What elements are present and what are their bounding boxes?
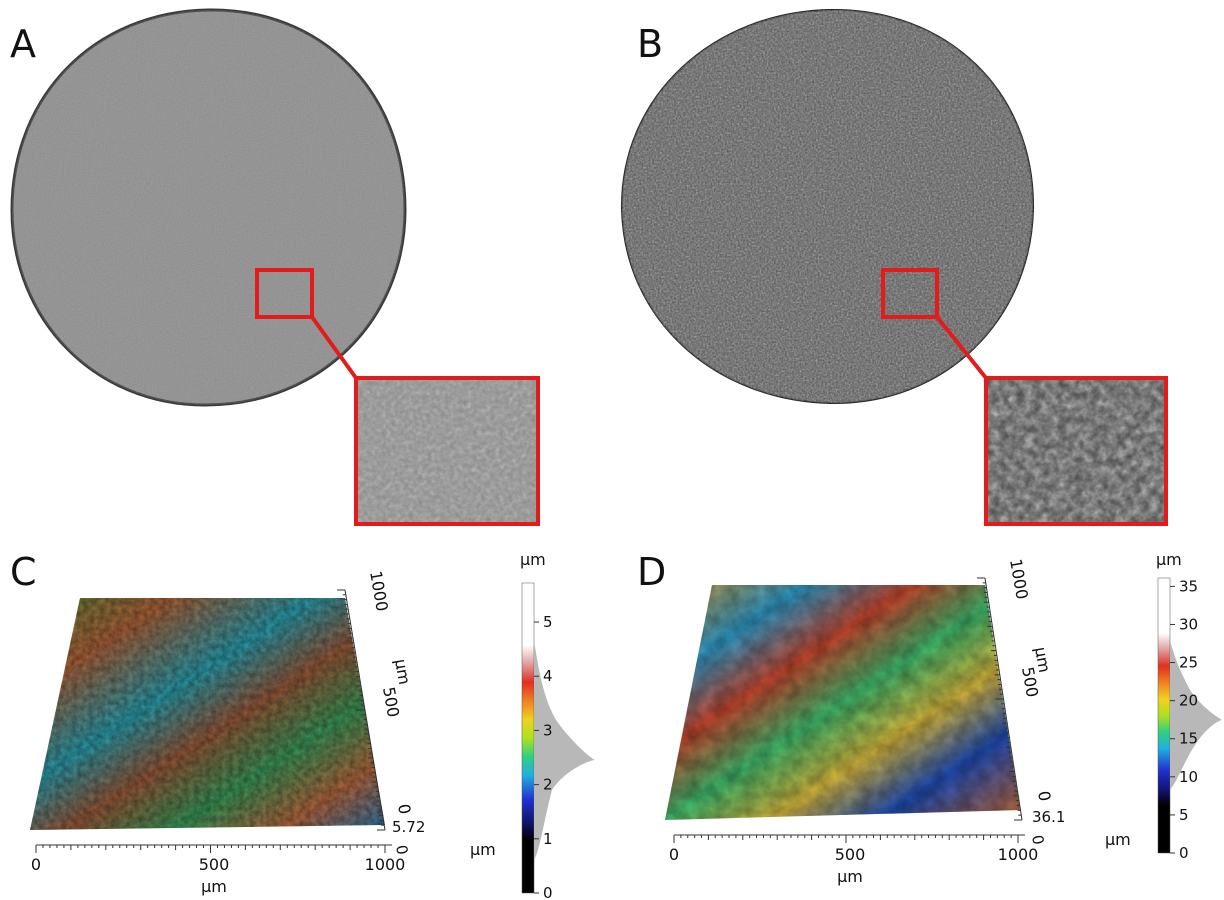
y-axis-d (977, 577, 1023, 821)
y-tick-c-0: 0 (394, 802, 414, 815)
x-axis-d (673, 834, 1025, 843)
colorbar-tick-label: 10 (1179, 768, 1198, 786)
panel-label-c: C (10, 550, 37, 594)
colorbar-tick-label: 30 (1179, 615, 1198, 633)
z-max-c: 5.72 (392, 818, 425, 836)
panel-label-d: D (637, 550, 667, 594)
colorbar-tick-label: 3 (543, 721, 553, 739)
surface-plot-c (30, 598, 385, 830)
x-axis-c (35, 844, 392, 853)
colorbar-tick-label: 2 (543, 776, 553, 794)
zoom-inset-b (984, 376, 1168, 526)
histogram-c (534, 640, 595, 860)
x-tick-d-0: 0 (669, 845, 679, 864)
x-tick-d-1000: 1000 (998, 845, 1039, 864)
panel-label-b: B (637, 22, 664, 66)
x-axis-unit-c: µm (201, 877, 227, 896)
zoom-inset-a (354, 376, 540, 526)
colorbar-tick-label: 5 (1179, 806, 1189, 824)
x-tick-c-1000: 1000 (365, 855, 406, 874)
x-tick-d-500: 500 (835, 845, 866, 864)
colorbar-tick-label: 20 (1179, 692, 1198, 710)
colorbar-side-unit-c: µm (470, 840, 496, 859)
colorbar-tick-label: 15 (1179, 730, 1198, 748)
z-zero-c: 0 (392, 844, 411, 857)
y-axis-unit-d: µm (1031, 645, 1054, 674)
x-axis-unit-d: µm (837, 867, 863, 886)
colorbar-tick-label: 0 (543, 884, 553, 900)
colorbar-tick-label: 35 (1179, 577, 1198, 595)
y-axis-c (337, 589, 386, 831)
disc-b (620, 8, 1035, 405)
colorbar-d: 0 5 10 15 20 25 30 35 (1157, 577, 1222, 862)
z-max-d: 36.1 (1032, 808, 1065, 826)
connector-line-b (935, 315, 988, 380)
colorbar-tick-label: 4 (543, 667, 553, 685)
y-tick-d-0: 0 (1034, 789, 1054, 802)
disc-a (10, 8, 407, 407)
colorbar-unit-c: µm (520, 550, 546, 569)
x-tick-c-0: 0 (31, 855, 41, 874)
selection-box-b (881, 268, 939, 319)
connector-line-a (310, 315, 358, 380)
x-tick-c-500: 500 (199, 855, 230, 874)
colorbar-c: 0 1 2 3 4 5 (521, 582, 595, 900)
histogram-d (1170, 640, 1222, 790)
colorbar-side-unit-d: µm (1105, 830, 1131, 849)
colorbar-tick-label: 5 (543, 613, 553, 631)
y-tick-d-1000: 1000 (1006, 557, 1032, 600)
colorbar-tick-label: 1 (543, 830, 553, 848)
z-zero-d: 0 (1028, 834, 1047, 847)
surface-plot-d (665, 585, 1020, 820)
y-tick-c-500: 500 (379, 685, 403, 718)
selection-box-a (255, 268, 314, 319)
y-axis-unit-c: µm (391, 657, 414, 686)
colorbar-tick-label: 25 (1179, 654, 1198, 672)
colorbar-unit-d: µm (1156, 550, 1182, 569)
y-tick-c-1000: 1000 (366, 569, 392, 612)
panel-label-a: A (10, 22, 36, 66)
colorbar-tick-label: 0 (1179, 844, 1189, 862)
